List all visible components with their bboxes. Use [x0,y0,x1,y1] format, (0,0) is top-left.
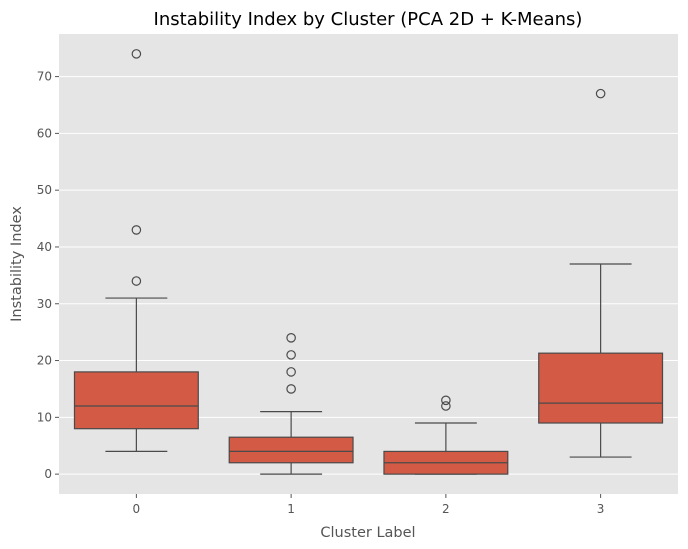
y-tick-label: 20 [37,354,52,368]
axis-ticks: 0 10 20 30 40 50 60 70 0 1 2 3 [37,70,605,516]
box-cluster-1 [228,333,354,475]
box-cluster-0 [73,49,199,453]
y-tick-label: 60 [37,126,52,140]
interquartile-box [73,371,199,430]
chart-title: Instability Index by Cluster (PCA 2D + K… [154,9,583,30]
x-tick-label: 1 [287,502,295,516]
outlier-point [595,88,606,99]
outlier-point [131,49,142,59]
x-tick-label: 2 [442,502,450,516]
y-axis-label: Instability Index [9,206,25,322]
outlier-point [441,401,451,411]
box-series [73,49,664,475]
y-tick-label: 40 [37,240,52,254]
y-tick-label: 10 [37,410,52,424]
y-tick-label: 70 [37,70,52,84]
interquartile-box [228,436,354,464]
outlier-point [441,395,451,406]
x-tick-label: 3 [597,502,605,516]
outlier-point [131,225,142,235]
outlier-point [131,276,142,286]
interquartile-box [538,352,664,424]
x-tick-label: 0 [133,502,141,516]
outlier-point [286,367,296,377]
outlier-point [286,333,296,343]
x-axis-label: Cluster Label [320,525,415,541]
box-cluster-2 [383,395,509,475]
outlier-point [286,350,296,360]
y-tick-label: 30 [37,297,52,311]
outlier-point [286,384,296,394]
y-tick-label: 0 [44,467,52,481]
box-cluster-3 [538,88,664,458]
y-tick-label: 50 [37,183,52,197]
